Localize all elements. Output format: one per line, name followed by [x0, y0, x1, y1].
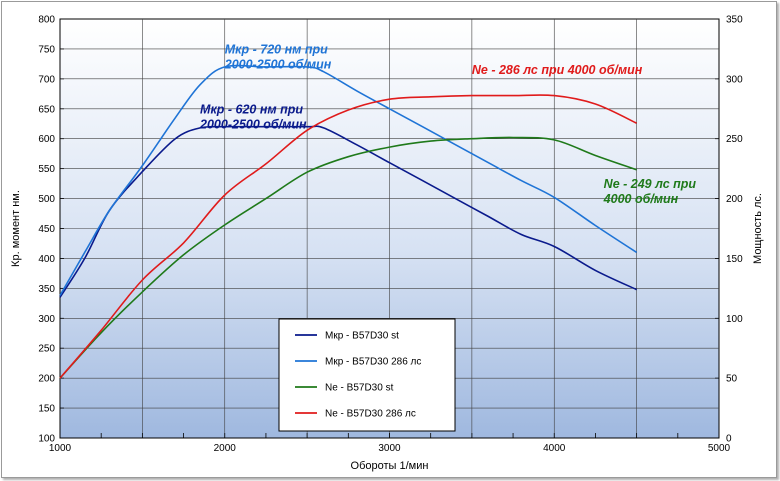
series-line-ne-st [59, 136, 637, 379]
y-left-tick-label: 600 [38, 134, 55, 145]
legend: Мкр - B57D30 st Мкр - B57D30 286 лс Ne - B… [278, 318, 456, 432]
annotation-label: Ne - 286 лс при 4000 об/мин [472, 63, 643, 77]
chart-svg: 1000 2000 3000 4000 500010015020025030035040… [10, 15, 764, 473]
y-right-tick-label: 300 [726, 74, 743, 85]
x-tick-label: 1000 [49, 443, 72, 454]
y-right-tick-label: 200 [726, 194, 743, 205]
annotation-label: Мкр - 620 нм при 2000-2500 об/мин [199, 103, 307, 132]
annotations: Мкр - 720 нм при 2000-2500 об/мин Мкр - 62… [199, 43, 696, 206]
y-left-tick-label: 300 [38, 314, 55, 325]
x-tick-label: 3000 [378, 443, 401, 454]
y-left-tick-label: 550 [38, 164, 55, 175]
y-right-tick-label: 50 [726, 374, 738, 385]
legend-entry: Мкр - B57D30 286 лс [325, 357, 421, 368]
x-axis-title: Обороты 1/мин [351, 460, 429, 472]
y-left-tick-label: 100 [38, 434, 55, 445]
axis-ticks: 1000 2000 3000 4000 500010015020025030035040… [38, 15, 743, 455]
x-tick-label: 4000 [543, 443, 566, 454]
series-line-mkr-286 [59, 64, 638, 296]
legend-entry: Ne - B57D30 st [325, 383, 394, 394]
legend-entry: Ne - B57D30 286 лс [325, 409, 416, 420]
y-left-tick-label: 350 [38, 284, 55, 295]
annotation-label: Мкр - 720 нм при 2000-2500 об/мин [224, 43, 332, 72]
y-left-tick-label: 450 [38, 224, 55, 235]
y-left-tick-label: 750 [38, 44, 55, 55]
y-right-tick-label: 100 [726, 314, 743, 325]
y-left-tick-label: 400 [38, 254, 55, 265]
y-right-tick-label: 150 [726, 254, 743, 265]
y-right-tick-label: 250 [726, 134, 743, 145]
x-tick-label: 5000 [708, 443, 731, 454]
y-left-tick-label: 200 [38, 374, 55, 385]
y-left-tick-label: 250 [38, 344, 55, 355]
y-right-tick-label: 350 [726, 15, 743, 26]
y-left-tick-label: 150 [38, 404, 55, 415]
y-left-tick-label: 500 [38, 194, 55, 205]
y-axis-left-title: Кр. момент нм. [10, 190, 22, 267]
y-left-tick-label: 700 [38, 74, 55, 85]
annotation-label: Ne - 249 лс при 4000 об/мин [603, 177, 697, 206]
y-left-tick-label: 800 [38, 15, 55, 26]
y-left-tick-label: 650 [38, 104, 55, 115]
legend-entry: Мкр - B57D30 st [325, 331, 399, 342]
series-line-ne-286 [59, 94, 637, 379]
x-tick-label: 2000 [214, 443, 237, 454]
y-axis-right-title: Мощность лс. [752, 193, 764, 264]
series-line-mkr-st [59, 125, 637, 298]
y-right-tick-label: 0 [726, 434, 732, 445]
series-lines [59, 64, 638, 379]
